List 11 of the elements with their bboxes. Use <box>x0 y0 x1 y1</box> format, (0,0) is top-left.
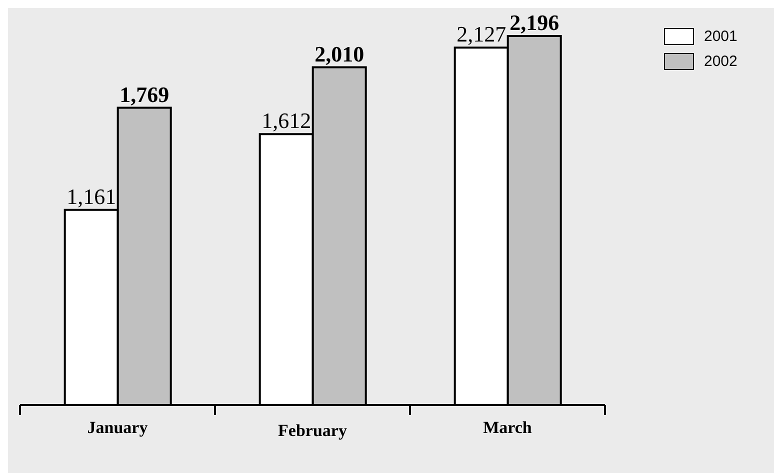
data-label: 1,161 <box>66 184 116 209</box>
x-tick-label: March <box>483 418 532 437</box>
data-label: 1,769 <box>120 82 170 107</box>
legend-label: 2002 <box>704 53 738 70</box>
x-tick-label: February <box>278 421 348 440</box>
data-label: 1,612 <box>262 108 312 134</box>
x-tick-label: January <box>87 418 148 437</box>
data-label: 2,196 <box>510 10 560 35</box>
legend-label: 2001 <box>704 28 738 45</box>
data-label: 2,010 <box>314 41 364 66</box>
data-label: 2,127 <box>456 22 506 47</box>
